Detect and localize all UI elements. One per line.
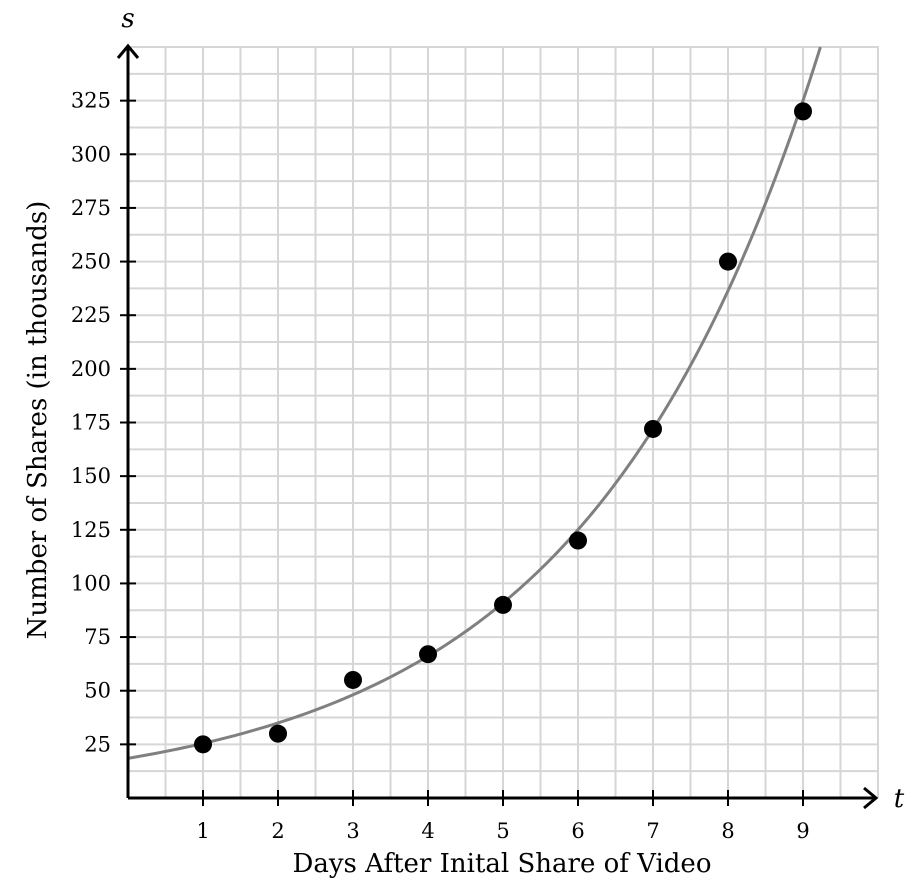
x-tick-label: 4	[421, 819, 434, 843]
x-tick-label: 3	[346, 819, 359, 843]
x-axis-arrow	[863, 786, 879, 810]
x-tick-label: 1	[196, 819, 209, 843]
data-point	[569, 531, 587, 550]
data-point	[194, 735, 212, 754]
data-point	[794, 102, 812, 121]
y-tick-label: 75	[84, 625, 111, 649]
y-tick-label: 50	[84, 679, 111, 703]
data-point	[269, 724, 287, 743]
y-tick-label: 175	[71, 411, 111, 435]
x-axis-title: Days After Inital Share of Video	[293, 849, 712, 879]
y-tick-label: 100	[71, 571, 111, 595]
y-axis-title: Number of Shares (in thousands)	[23, 201, 53, 640]
y-tick-label: 200	[71, 357, 111, 381]
x-tick-label: 5	[496, 819, 509, 843]
trend-curve	[127, 46, 822, 760]
y-axis-arrow	[116, 43, 140, 59]
y-tick-label: 250	[71, 250, 111, 274]
tick-labels: 1 2 3 4 5 6 7 8 9 25 50 75 100 125 150 175 200 225 250 275 3…	[71, 89, 810, 843]
x-axis-variable: t	[894, 784, 905, 814]
x-tick-label: 8	[721, 819, 734, 843]
x-tick-label: 2	[271, 819, 284, 843]
y-tick-label: 225	[71, 303, 111, 327]
y-axis-variable: s	[121, 4, 134, 34]
data-point	[719, 252, 737, 271]
data-point	[344, 670, 362, 689]
y-tick-label: 275	[71, 196, 111, 220]
data-points	[194, 102, 812, 754]
x-tick-label: 9	[796, 819, 809, 843]
y-tick-label: 150	[71, 464, 111, 488]
data-point	[419, 645, 437, 664]
x-tick-label: 6	[571, 819, 584, 843]
y-tick-label: 325	[71, 89, 111, 113]
trend-curve-layer	[127, 46, 822, 760]
y-tick-label: 125	[71, 518, 111, 542]
x-tick-label: 7	[646, 819, 659, 843]
data-point	[494, 595, 512, 614]
data-point	[644, 419, 662, 438]
y-tick-label: 300	[71, 142, 111, 166]
y-tick-label: 25	[84, 732, 111, 756]
axes	[116, 43, 879, 810]
grid-lines	[128, 46, 879, 798]
